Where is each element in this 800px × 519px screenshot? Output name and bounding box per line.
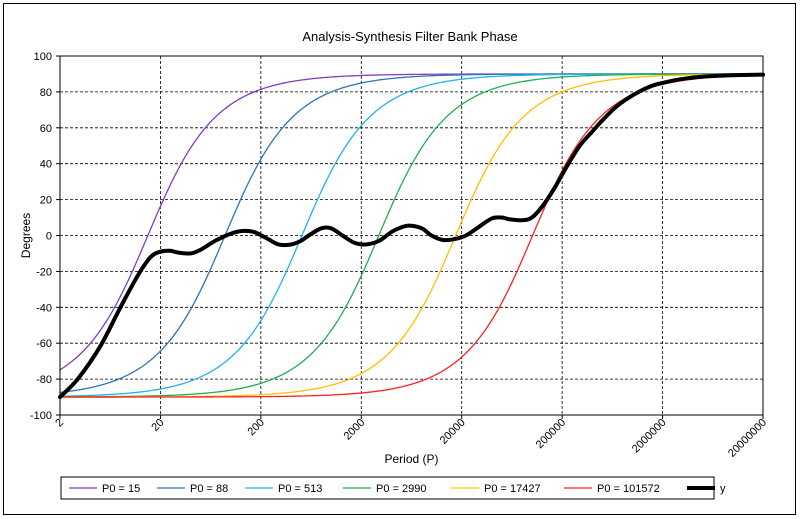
x-tick-label: 20 bbox=[149, 417, 166, 434]
legend-label-5: P0 = 101572 bbox=[597, 483, 660, 495]
y-tick-label: 0 bbox=[46, 231, 52, 243]
x-tick-label: 2000 bbox=[342, 417, 368, 443]
series-line-3 bbox=[59, 73, 764, 398]
y-tick-label: 20 bbox=[40, 195, 52, 207]
y-tick-label: 40 bbox=[40, 159, 52, 171]
legend-label-4: P0 = 17427 bbox=[484, 483, 541, 495]
y-tick-label: -100 bbox=[30, 410, 52, 422]
legend-label-6: y bbox=[720, 483, 726, 495]
y-tick-label: -20 bbox=[36, 266, 52, 278]
legend-label-1: P0 = 88 bbox=[190, 483, 228, 495]
y-tick-label: -60 bbox=[36, 338, 52, 350]
series-layer bbox=[58, 72, 765, 400]
legend-label-0: P0 = 15 bbox=[102, 483, 140, 495]
y-tick-label: 100 bbox=[34, 51, 52, 63]
x-tick-label: 200000 bbox=[534, 417, 568, 451]
x-tick-label: 20000 bbox=[438, 417, 468, 447]
legend-label-3: P0 = 2990 bbox=[376, 483, 426, 495]
y-tick-labels: 100 80 60 40 20 0 -20 -40 -60 -80 -100 bbox=[30, 51, 60, 422]
y-tick-label: 80 bbox=[40, 87, 52, 99]
y-tick-label: -40 bbox=[36, 302, 52, 314]
x-tick-label: 20000000 bbox=[726, 417, 769, 460]
x-tick-label: 200 bbox=[246, 417, 267, 438]
y-tick-label: -80 bbox=[36, 374, 52, 386]
x-axis-title: Period (P) bbox=[384, 452, 438, 466]
series-line-6 bbox=[58, 72, 765, 400]
legend: P0 = 15 P0 = 88 P0 = 513 P0 = 2990 P0 = 1742… bbox=[60, 476, 726, 500]
chart-title: Analysis-Synthesis Filter Bank Phase bbox=[302, 29, 517, 44]
legend-label-2: P0 = 513 bbox=[278, 483, 322, 495]
x-tick-label: 2000000 bbox=[630, 417, 669, 456]
y-tick-label: 60 bbox=[40, 123, 52, 135]
y-axis-title: Degrees bbox=[19, 213, 33, 258]
